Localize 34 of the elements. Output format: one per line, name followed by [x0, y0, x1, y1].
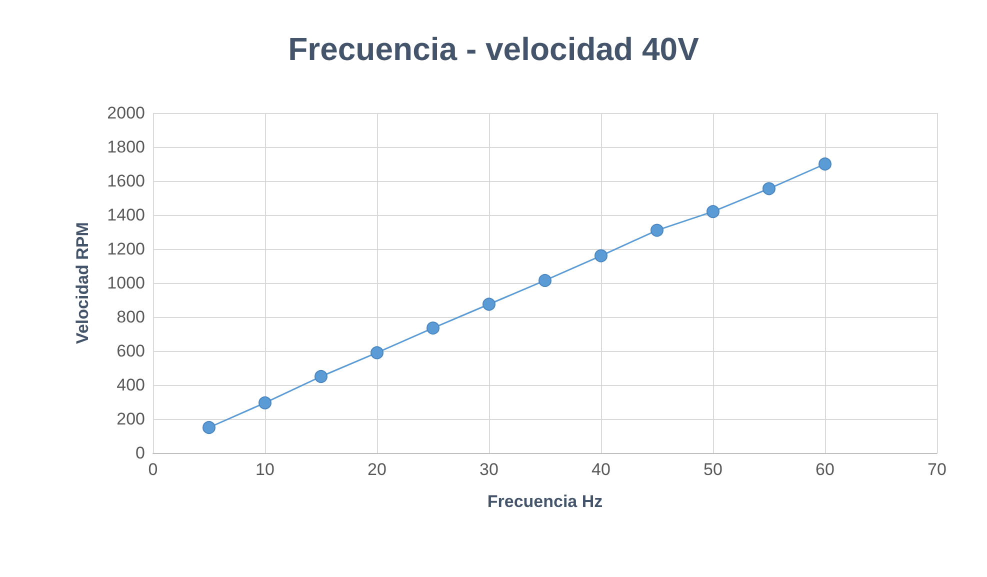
- x-axis-title: Frecuencia Hz: [487, 492, 603, 511]
- y-tick-label: 0: [136, 444, 145, 462]
- x-tick-label: 30: [480, 460, 498, 479]
- x-tick-label: 20: [368, 460, 386, 479]
- y-tick-label: 1000: [107, 274, 145, 292]
- point: [482, 298, 496, 311]
- point: [706, 205, 720, 218]
- x-tick-label: 40: [592, 460, 610, 479]
- x-tick-label: 10: [256, 460, 274, 479]
- point: [818, 158, 832, 170]
- point: [594, 249, 608, 262]
- y-tick-label: 400: [116, 376, 145, 394]
- point: [426, 322, 440, 335]
- y-tick-label: 2000: [107, 104, 145, 122]
- y-tick-label: 1200: [107, 240, 145, 258]
- point: [538, 274, 552, 287]
- y-tick-label: 200: [116, 410, 145, 428]
- point: [314, 370, 328, 383]
- point: [202, 421, 216, 434]
- point: [258, 396, 272, 410]
- y-tick-label: 1400: [107, 206, 145, 224]
- x-tick-label: 70: [928, 460, 946, 479]
- y-axis-title: Velocidad RPM: [73, 222, 92, 344]
- chart-title: Frecuencia - velocidad 40V: [288, 31, 700, 67]
- point: [650, 224, 664, 237]
- y-tick-label: 1600: [107, 172, 145, 190]
- y-tick-label: 800: [116, 308, 145, 326]
- y-tick-label: 600: [116, 342, 145, 360]
- point: [762, 182, 776, 196]
- y-tick-label: 1800: [107, 138, 145, 156]
- x-tick-label: 50: [704, 460, 722, 479]
- x-tick-label: 0: [148, 460, 158, 479]
- point: [370, 346, 384, 360]
- x-tick-label: 60: [816, 460, 834, 479]
